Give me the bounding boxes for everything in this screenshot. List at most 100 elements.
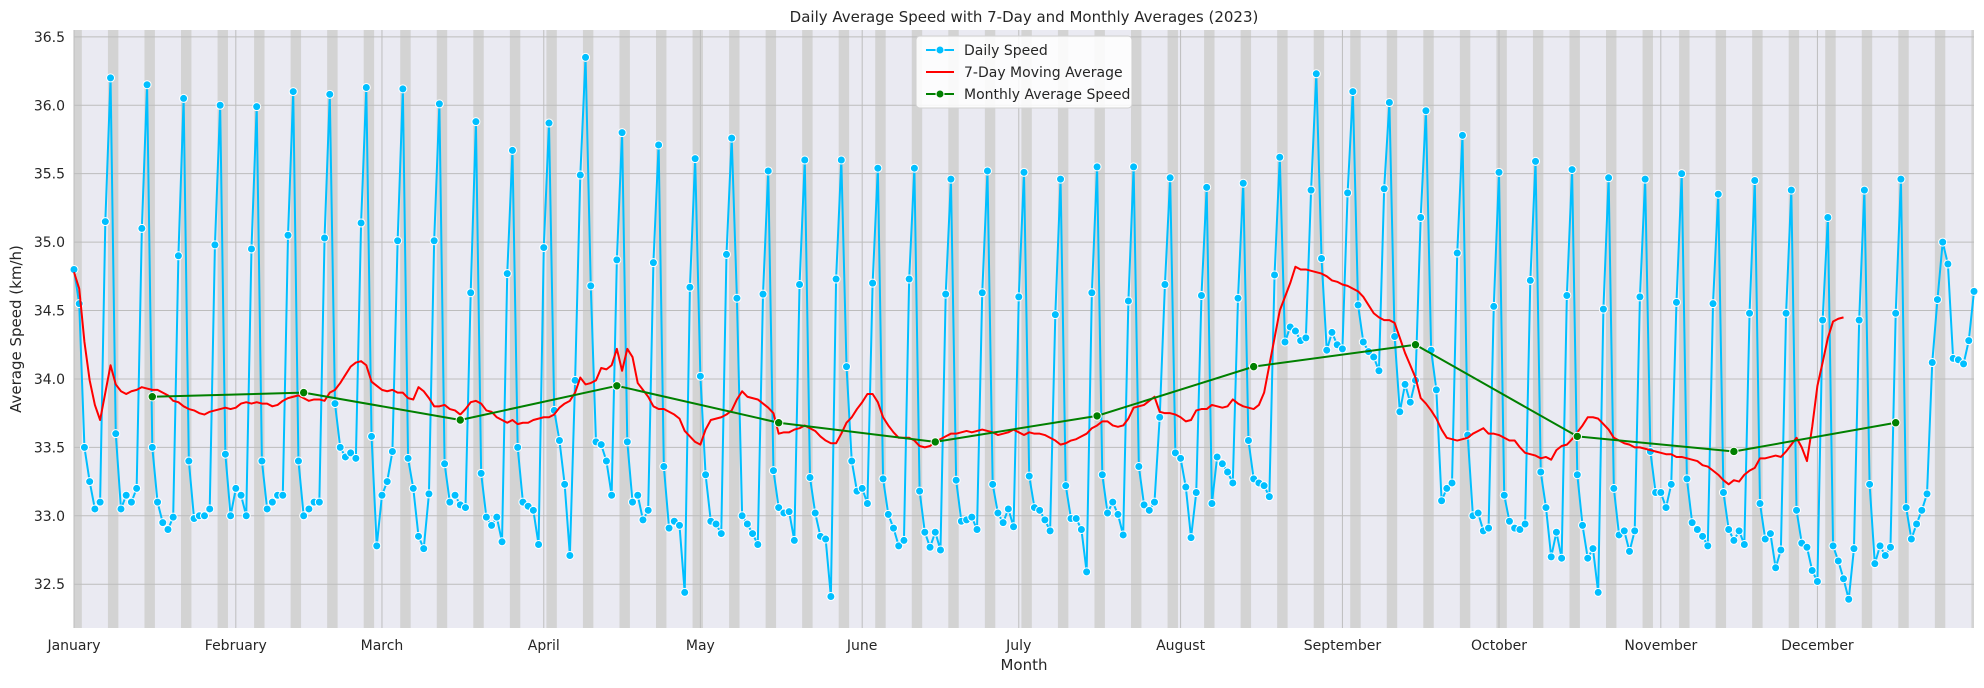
data-point-daily-speed	[643, 505, 653, 515]
data-point-daily-speed	[1959, 359, 1969, 369]
data-point-daily-speed	[565, 550, 575, 560]
data-point-monthly-average-speed	[1248, 361, 1259, 372]
data-point-daily-speed	[367, 431, 377, 441]
data-point-daily-speed	[314, 497, 324, 507]
data-point-daily-speed	[1040, 515, 1050, 525]
data-point-daily-speed	[539, 243, 549, 253]
data-point-daily-speed	[758, 289, 768, 299]
data-point-daily-speed	[424, 489, 434, 499]
data-point-daily-speed	[460, 503, 470, 513]
data-point-daily-speed	[1134, 462, 1144, 472]
data-point-daily-speed	[972, 524, 982, 534]
data-point-daily-speed	[998, 518, 1008, 528]
data-point-daily-speed	[1551, 527, 1561, 537]
data-point-daily-speed	[1635, 292, 1645, 302]
data-point-daily-speed	[789, 535, 799, 545]
data-point-daily-speed	[1144, 505, 1154, 515]
weekend-band	[1313, 30, 1325, 628]
data-point-daily-speed	[727, 133, 737, 143]
data-point-daily-speed	[356, 218, 366, 228]
data-point-daily-speed	[429, 236, 439, 246]
data-point-daily-speed	[1056, 174, 1066, 184]
weekend-band	[1423, 30, 1434, 628]
data-point-daily-speed	[1807, 566, 1817, 576]
data-point-daily-speed	[721, 249, 731, 259]
data-point-daily-speed	[601, 456, 611, 466]
data-point-daily-speed	[1050, 310, 1060, 320]
data-point-daily-speed	[1906, 534, 1916, 544]
data-point-daily-speed	[847, 456, 857, 466]
data-point-daily-speed	[1969, 286, 1979, 296]
series-layer	[69, 52, 1979, 604]
data-point-monthly-average-speed	[1092, 411, 1102, 421]
data-point-daily-speed	[732, 293, 742, 303]
data-point-daily-speed	[685, 282, 695, 292]
data-point-daily-speed	[544, 118, 554, 128]
data-point-daily-speed	[967, 512, 977, 522]
data-point-daily-speed	[1395, 407, 1405, 417]
data-point-daily-speed	[1760, 534, 1770, 544]
data-point-daily-speed	[1061, 481, 1071, 491]
data-point-daily-speed	[1917, 505, 1927, 515]
data-point-daily-speed	[1317, 254, 1327, 264]
data-point-daily-speed	[1108, 497, 1118, 507]
data-point-daily-speed	[1885, 542, 1895, 552]
data-point-daily-speed	[403, 453, 413, 463]
data-point-daily-speed	[1844, 594, 1854, 604]
x-tick-label: December	[1781, 638, 1854, 654]
data-point-daily-speed	[883, 509, 893, 519]
data-point-daily-speed	[1212, 452, 1222, 462]
data-point-daily-speed	[471, 117, 481, 127]
data-point-daily-speed	[199, 511, 209, 521]
x-tick-label: September	[1304, 638, 1382, 654]
data-point-daily-speed	[168, 512, 178, 522]
data-point-daily-speed	[1442, 483, 1452, 493]
data-point-daily-speed	[1238, 178, 1248, 188]
weekend-band	[838, 30, 850, 628]
weekend-band	[546, 30, 557, 628]
data-point-daily-speed	[534, 540, 544, 550]
data-point-daily-speed	[909, 163, 919, 173]
data-point-daily-speed	[1243, 436, 1253, 446]
data-point-daily-speed	[753, 540, 763, 550]
data-point-daily-speed	[1755, 498, 1765, 508]
data-point-daily-speed	[1578, 520, 1588, 530]
data-point-daily-speed	[1129, 162, 1139, 172]
data-point-daily-speed	[711, 519, 721, 529]
data-point-daily-speed	[560, 479, 570, 489]
data-point-daily-speed	[179, 93, 189, 103]
data-point-daily-speed	[142, 80, 152, 90]
data-point-daily-speed	[1630, 526, 1640, 536]
legend-box	[915, 35, 1133, 109]
data-point-daily-speed	[1196, 290, 1206, 300]
weekend-band	[1971, 30, 1974, 628]
data-point-daily-speed	[1531, 156, 1541, 166]
data-point-daily-speed	[1870, 559, 1880, 569]
data-point-daily-speed	[476, 468, 486, 478]
data-point-daily-speed	[930, 527, 940, 537]
data-point-daily-speed	[1588, 544, 1598, 554]
data-point-daily-speed	[1348, 87, 1358, 97]
data-point-daily-speed	[1473, 508, 1483, 518]
data-point-daily-speed	[1839, 574, 1849, 584]
data-point-daily-speed	[716, 529, 726, 539]
weekend-band	[729, 30, 740, 628]
data-point-daily-speed	[868, 278, 878, 288]
data-point-daily-speed	[1682, 474, 1692, 484]
data-point-daily-speed	[1708, 299, 1718, 309]
data-point-daily-speed	[466, 288, 476, 298]
data-point-daily-speed	[1849, 544, 1859, 554]
data-point-daily-speed	[387, 446, 397, 456]
data-point-daily-speed	[1875, 541, 1885, 551]
data-point-daily-speed	[1014, 292, 1024, 302]
data-point-daily-speed	[1191, 488, 1201, 498]
data-point-daily-speed	[361, 82, 371, 92]
data-point-daily-speed	[419, 544, 429, 554]
data-point-daily-speed	[1457, 130, 1467, 140]
data-point-daily-speed	[1082, 567, 1092, 577]
data-point-daily-speed	[304, 504, 314, 514]
data-point-daily-speed	[398, 84, 408, 94]
data-point-daily-speed	[664, 523, 674, 533]
legend-label: Monthly Average Speed	[964, 87, 1130, 103]
y-tick-label: 36.0	[34, 98, 65, 114]
